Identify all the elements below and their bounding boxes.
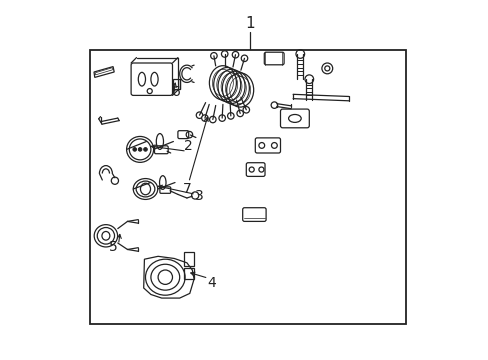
Bar [89, 50, 406, 324]
Circle shape [196, 112, 203, 118]
Bar [183, 268, 194, 279]
Circle shape [143, 148, 147, 151]
Circle shape [241, 55, 247, 62]
Circle shape [209, 116, 216, 123]
Circle shape [201, 115, 208, 121]
Text: 6: 6 [171, 85, 180, 99]
Text: 7: 7 [182, 182, 191, 196]
Circle shape [243, 107, 249, 113]
Circle shape [133, 148, 136, 151]
Text: 2: 2 [184, 139, 193, 153]
Circle shape [232, 51, 238, 58]
Text: 5: 5 [108, 240, 117, 253]
Circle shape [138, 148, 142, 151]
Circle shape [227, 113, 234, 119]
Bar [172, 79, 179, 89]
Circle shape [221, 51, 227, 57]
Polygon shape [94, 67, 114, 77]
Circle shape [237, 110, 243, 117]
Text: 3: 3 [195, 189, 203, 203]
Circle shape [219, 115, 225, 121]
Text: 4: 4 [207, 276, 216, 289]
Polygon shape [95, 68, 112, 75]
Bar [183, 252, 194, 266]
Circle shape [210, 53, 217, 59]
Polygon shape [143, 256, 194, 298]
Text: 1: 1 [244, 16, 254, 31]
